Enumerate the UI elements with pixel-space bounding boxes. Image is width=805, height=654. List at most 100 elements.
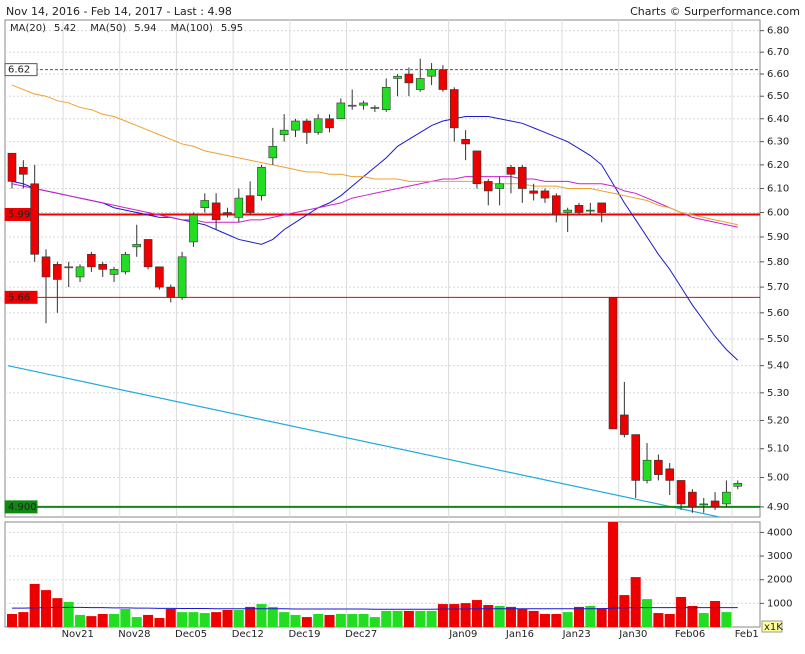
candle-body xyxy=(234,197,244,218)
volume-bar xyxy=(199,613,210,627)
volume-bar xyxy=(698,613,709,627)
x-tick-label: Nov21 xyxy=(62,629,94,640)
volume-bar xyxy=(551,613,562,627)
x-tick-label: Jan09 xyxy=(448,629,477,640)
candle-body xyxy=(211,202,221,221)
candle-body xyxy=(302,120,312,133)
volume-bar xyxy=(267,606,278,627)
y-tick-label: 6.70 xyxy=(767,47,789,58)
candle-body xyxy=(155,266,164,288)
candle-body xyxy=(268,145,278,159)
legend-name: MA(20) xyxy=(10,23,46,34)
candle-body xyxy=(461,139,470,145)
candle-body xyxy=(325,118,334,129)
candle-body xyxy=(132,244,142,248)
candle-body xyxy=(495,183,504,189)
candle-body xyxy=(87,254,96,268)
ma-line xyxy=(11,176,738,228)
volume-bar xyxy=(721,612,732,627)
volume-bar xyxy=(131,617,142,627)
candle-body xyxy=(427,69,436,77)
x-tick-label: Feb1 xyxy=(735,629,759,640)
volume-bar xyxy=(18,612,29,627)
volume-bar xyxy=(710,600,721,627)
volume-bar xyxy=(528,610,539,627)
ma-line xyxy=(11,115,739,361)
volume-bar xyxy=(358,613,369,627)
volume-bar xyxy=(324,614,335,627)
volume-bar xyxy=(63,601,74,627)
volume-bar xyxy=(585,605,596,627)
x-tick-label: Dec12 xyxy=(232,629,264,640)
candle-body xyxy=(121,254,130,273)
chart-title: Nov 14, 2016 - Feb 14, 2017 - Last : 4.9… xyxy=(6,5,232,18)
volume-bar xyxy=(290,614,301,627)
volume-bar xyxy=(301,617,312,627)
y-tick-label: 5.30 xyxy=(767,388,789,399)
y-tick-label: 6.10 xyxy=(767,184,789,195)
candle-body xyxy=(381,87,391,110)
candle-body xyxy=(200,200,210,209)
volume-bar xyxy=(562,612,573,627)
candle-body xyxy=(41,256,51,278)
candle-body xyxy=(223,212,232,216)
x-tick-label: Dec19 xyxy=(288,629,320,640)
candle-body xyxy=(517,166,527,189)
volume-bar xyxy=(483,605,494,627)
y-tick-label: 1000 xyxy=(767,598,792,609)
legend-name: MA(50) xyxy=(90,23,126,34)
y-tick-label: 4.90 xyxy=(767,502,789,513)
candle-body xyxy=(620,414,629,435)
y-tick-label: 3000 xyxy=(767,551,792,562)
level-label-box xyxy=(4,63,38,77)
volume-bar xyxy=(335,613,346,627)
volume-bar xyxy=(619,595,630,627)
legend-value: 5.95 xyxy=(221,23,243,34)
volume-bar xyxy=(460,603,471,627)
volume-ma-line xyxy=(12,606,738,610)
x-tick-label: Nov28 xyxy=(118,629,150,640)
x-tick-label: Dec05 xyxy=(175,629,207,640)
y-tick-label: 6.50 xyxy=(767,91,789,102)
volume-bar xyxy=(177,612,188,627)
volume-bar xyxy=(494,605,505,627)
candle-body xyxy=(359,102,368,106)
candle-body xyxy=(472,150,482,185)
candle-body xyxy=(291,120,300,131)
candle-body xyxy=(665,468,675,481)
candle-body xyxy=(654,459,663,475)
candle-body xyxy=(483,181,493,192)
y-tick-label: 5.50 xyxy=(767,334,789,345)
x-tick-label: Jan23 xyxy=(562,629,591,640)
unit-label: x1K xyxy=(764,622,783,633)
y-tick-label: 2000 xyxy=(767,575,792,586)
candle-body xyxy=(529,190,538,194)
candle-body xyxy=(722,491,731,505)
y-tick-label: 6.40 xyxy=(767,114,789,125)
unit-label-box xyxy=(761,620,783,633)
volume-bar xyxy=(7,613,17,627)
candle-body xyxy=(347,104,357,107)
volume-bar xyxy=(437,604,448,627)
candle-body xyxy=(75,266,85,278)
volume-bar xyxy=(630,577,641,627)
candle-body xyxy=(30,183,39,255)
volume-bar xyxy=(403,610,414,627)
volume-bar xyxy=(653,613,664,627)
x-tick-label: Jan16 xyxy=(505,629,534,640)
level-label: 5.992 xyxy=(8,209,37,220)
volume-bar xyxy=(415,610,426,627)
volume-bar xyxy=(574,606,584,627)
volume-bar xyxy=(233,609,244,627)
candle-body xyxy=(733,483,743,487)
y-tick-label: 5.60 xyxy=(767,308,789,319)
volume-bar xyxy=(392,610,403,627)
candle-body xyxy=(449,89,459,129)
volume-bar xyxy=(449,604,460,627)
candle-body xyxy=(676,480,686,505)
candle-body xyxy=(586,209,595,212)
candle-body xyxy=(98,264,108,270)
y-tick-label: 5.80 xyxy=(767,257,789,268)
volume-bar xyxy=(381,610,392,627)
legend-name: MA(100) xyxy=(171,23,213,34)
